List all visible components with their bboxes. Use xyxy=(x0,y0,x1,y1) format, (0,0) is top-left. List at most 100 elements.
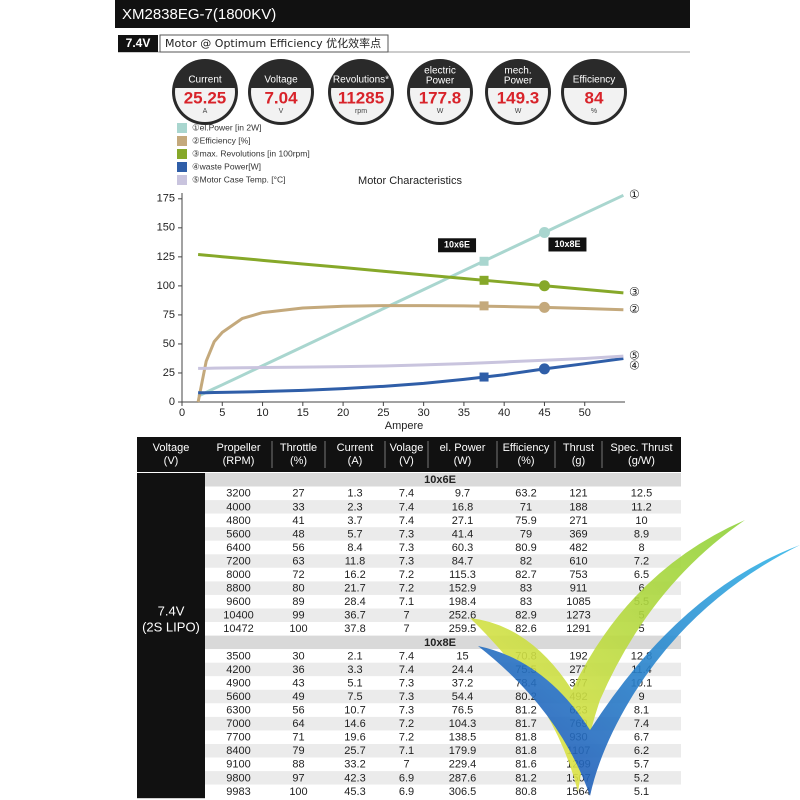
table-cell: 37.2 xyxy=(452,677,473,689)
section-title: 10x8E xyxy=(424,637,456,649)
stat-unit: % xyxy=(591,108,597,115)
subtitle: Motor @ Optimum Efficiency 优化效率点 xyxy=(165,36,381,50)
table-cell: 3500 xyxy=(226,650,250,662)
table-header-cell: Propeller xyxy=(216,442,260,454)
table-cell: 80.8 xyxy=(515,786,536,798)
table-cell: 4200 xyxy=(226,664,250,676)
x-tick-label: 25 xyxy=(377,407,389,419)
table-header-cell: (V) xyxy=(399,455,414,467)
table-cell: 1.3 xyxy=(347,488,362,500)
table-cell: 33.2 xyxy=(344,759,365,771)
table-header-cell: (A) xyxy=(348,455,363,467)
stat-label: Revolutions* xyxy=(333,75,389,86)
table-cell: 753 xyxy=(569,569,587,581)
table-cell: 36 xyxy=(292,664,304,676)
table-row-bg xyxy=(205,784,681,799)
x-tick-label: 35 xyxy=(458,407,470,419)
y-tick-label: 100 xyxy=(157,280,175,292)
table-row-bg xyxy=(205,744,681,758)
table-cell: 1564 xyxy=(566,786,590,798)
table-row-bg xyxy=(205,513,681,528)
table-row-bg xyxy=(205,608,681,623)
table-cell: 7200 xyxy=(226,555,250,567)
table-row-bg xyxy=(205,594,681,609)
legend-swatch xyxy=(177,136,187,146)
table-cell: 7.3 xyxy=(399,677,414,689)
table-cell: 100 xyxy=(289,623,307,635)
x-tick-label: 45 xyxy=(538,407,550,419)
table-cell: 7 xyxy=(403,610,409,622)
table: Voltage(V)Propeller(RPM)Throttle(%)Curre… xyxy=(137,437,681,799)
table-cell: 115.3 xyxy=(449,569,476,581)
table-cell: 188 xyxy=(569,501,587,513)
table-cell: 7.2 xyxy=(634,555,649,567)
chart-title: Motor Characteristics xyxy=(358,175,462,187)
table-cell: 5600 xyxy=(226,691,250,703)
table-cell: 5.7 xyxy=(347,528,362,540)
legend-label: ④waste Power[W] xyxy=(192,161,261,171)
table-cell: 7000 xyxy=(226,718,250,730)
marker xyxy=(479,275,489,285)
legend-label: ③max. Revolutions [in 100rpm] xyxy=(192,148,310,158)
table-cell: 41.4 xyxy=(452,528,473,540)
table-cell: 7.1 xyxy=(399,596,414,608)
table-cell: 7 xyxy=(403,623,409,635)
table-cell: 21.7 xyxy=(344,583,365,595)
table-header-cell: Thrust xyxy=(563,442,594,454)
table-cell: 8.4 xyxy=(347,542,362,554)
table-cell: 83 xyxy=(520,596,532,608)
table-cell: 27.1 xyxy=(452,515,473,527)
table-row-bg xyxy=(205,567,681,582)
x-tick-label: 50 xyxy=(579,407,591,419)
stat-value: 177.8 xyxy=(419,88,462,107)
table-header-cell: Throttle xyxy=(280,442,317,454)
table-cell: 7.3 xyxy=(399,542,414,554)
table-cell: 48 xyxy=(292,528,304,540)
table-cell: 7 xyxy=(403,759,409,771)
table-cell: 138.5 xyxy=(449,732,477,744)
table-cell: 271 xyxy=(569,515,587,527)
stat-label: Power xyxy=(504,76,533,87)
table-cell: 60.3 xyxy=(452,542,473,554)
x-axis-label: Ampere xyxy=(385,420,424,432)
table-cell: 1273 xyxy=(566,610,590,622)
legend-label: ①el.Power [in 2W] xyxy=(192,122,262,132)
stat-unit: W xyxy=(437,108,444,115)
table-cell: 6.9 xyxy=(399,772,414,784)
table-cell: 911 xyxy=(570,583,588,595)
table-cell: 36.7 xyxy=(344,610,365,622)
legend-label: ⑤Motor Case Temp. [°C] xyxy=(192,174,286,184)
table-cell: 1085 xyxy=(566,596,590,608)
table-header-cell: (V) xyxy=(164,455,179,467)
table-cell: 5.2 xyxy=(634,772,649,784)
table-cell: 41 xyxy=(292,515,304,527)
section-row-bg xyxy=(205,473,681,487)
table-cell: 6300 xyxy=(226,705,250,717)
voltage-cell-bg xyxy=(137,473,205,799)
table-cell: 8.1 xyxy=(634,705,649,717)
table-cell: 11.2 xyxy=(631,501,652,513)
table-cell: 229.4 xyxy=(449,759,477,771)
table-header-cell: (g/W) xyxy=(628,455,655,467)
table-cell: 89 xyxy=(292,596,304,608)
marker-label: 10x6E xyxy=(444,240,470,250)
stat-value: 11285 xyxy=(338,88,384,107)
logo xyxy=(470,520,800,796)
table-cell: 7.4 xyxy=(634,718,649,730)
y-tick-label: 0 xyxy=(169,396,175,408)
table-cell: 8000 xyxy=(226,569,250,581)
table-cell: 7.5 xyxy=(347,691,362,703)
table-cell: 10400 xyxy=(223,610,254,622)
table-cell: 7.4 xyxy=(399,664,414,676)
logo-wing-blue xyxy=(478,545,800,796)
table-cell: 192 xyxy=(569,650,587,662)
table-row-bg xyxy=(205,527,681,541)
table-cell: 610 xyxy=(569,555,587,567)
table-cell: 81.8 xyxy=(515,745,536,757)
table-cell: 56 xyxy=(292,705,304,717)
table-cell: 19.6 xyxy=(344,732,365,744)
marker-label-bg xyxy=(438,238,477,253)
table-cell: 5 xyxy=(638,623,644,635)
table-cell: 9800 xyxy=(226,772,250,784)
table-cell: 84.7 xyxy=(452,555,473,567)
